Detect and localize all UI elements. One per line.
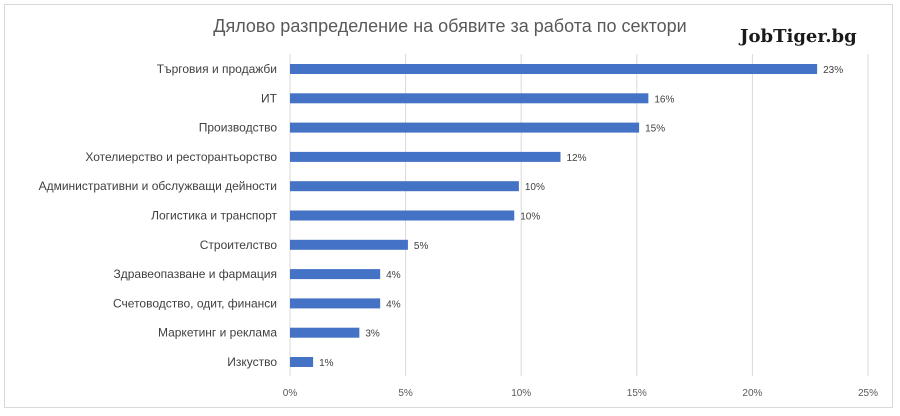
x-tick-label: 10%: [511, 388, 531, 399]
category-label: Хотелиерство и ресторантьорство: [85, 150, 277, 164]
x-tick-label: 20%: [742, 388, 762, 399]
bar: [290, 64, 818, 74]
value-labels: 23% 16% 15% 12% 10% 10% 5% 4% 4% 3% 1%: [319, 65, 843, 369]
value-label: 1%: [319, 358, 334, 369]
bar: [290, 210, 515, 221]
category-label: Производство: [199, 121, 278, 135]
x-tick-label: 25%: [858, 388, 878, 399]
bars: [290, 64, 818, 367]
category-label: Маркетинг и реклама: [158, 326, 277, 340]
category-label: Логистика и транспорт: [151, 209, 277, 223]
category-label: Строителство: [200, 238, 278, 252]
bar: [290, 357, 314, 367]
value-label: 23%: [823, 65, 843, 76]
category-label: Здравеопазване и фармация: [113, 267, 277, 281]
value-label: 4%: [386, 270, 401, 281]
chart-title: Дялово разпределение на обявите за работ…: [213, 16, 687, 36]
category-label: ИТ: [261, 91, 278, 105]
bar: [290, 181, 519, 192]
bar: [290, 151, 561, 162]
value-label: 15%: [645, 124, 665, 135]
bar: [290, 269, 381, 280]
brand-logo: JobTiger.bg: [740, 26, 857, 47]
bar: [290, 239, 408, 250]
category-label: Счетоводство, одит, финанси: [113, 296, 277, 310]
category-label: Изкуство: [227, 355, 277, 369]
value-label: 12%: [567, 153, 587, 164]
value-label: 3%: [365, 329, 380, 340]
x-tick-label: 5%: [398, 388, 413, 399]
bar: [290, 122, 640, 133]
value-label: 5%: [414, 241, 429, 252]
x-tick-label: 0%: [283, 388, 298, 399]
category-label: Административни и обслужващи дейности: [39, 179, 277, 193]
value-label: 16%: [654, 94, 674, 105]
gridlines: [289, 54, 869, 376]
bar: [290, 327, 360, 338]
x-axis-tick-labels: 0% 5% 10% 15% 20% 25%: [283, 388, 878, 399]
category-label: Търговия и продажби: [157, 62, 277, 76]
value-label: 10%: [520, 212, 540, 223]
bar: [290, 298, 381, 309]
value-label: 10%: [525, 182, 545, 193]
bar: [290, 93, 649, 104]
x-tick-label: 15%: [627, 388, 647, 399]
value-label: 4%: [386, 299, 401, 310]
category-labels: Търговия и продажби ИТ Производство Хотелие…: [39, 62, 278, 369]
